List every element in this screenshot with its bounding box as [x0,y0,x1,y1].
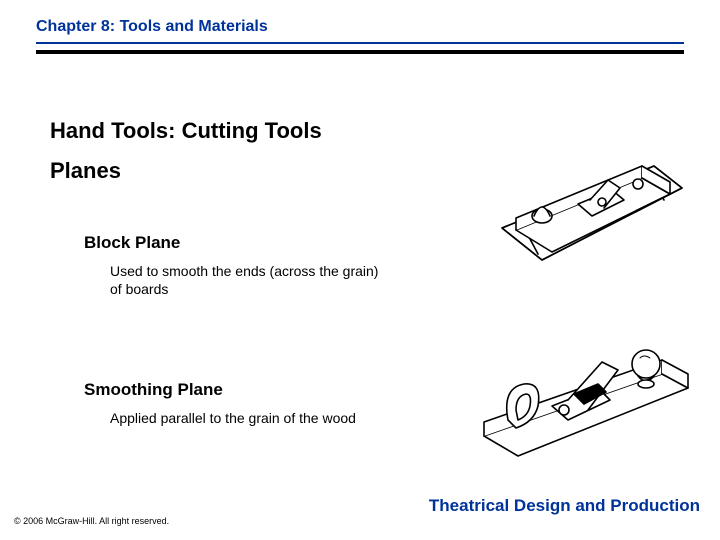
chapter-header: Chapter 8: Tools and Materials [36,18,268,36]
header-rule-thin [36,42,684,44]
item-smoothing-plane-desc: Applied parallel to the grain of the woo… [110,410,370,428]
item-block-plane-title: Block Plane [84,233,180,253]
footer-book-title: Theatrical Design and Production [429,496,700,516]
block-plane-illustration [482,132,692,282]
item-smoothing-plane-title: Smoothing Plane [84,380,223,400]
item-block-plane-desc: Used to smooth the ends (across the grai… [110,263,390,298]
subsection-title: Planes [50,158,121,184]
footer-copyright: © 2006 McGraw-Hill. All right reserved. [14,516,169,526]
section-title: Hand Tools: Cutting Tools [50,118,322,144]
smoothing-plane-illustration [468,310,698,470]
header-rule-thick [36,50,684,54]
